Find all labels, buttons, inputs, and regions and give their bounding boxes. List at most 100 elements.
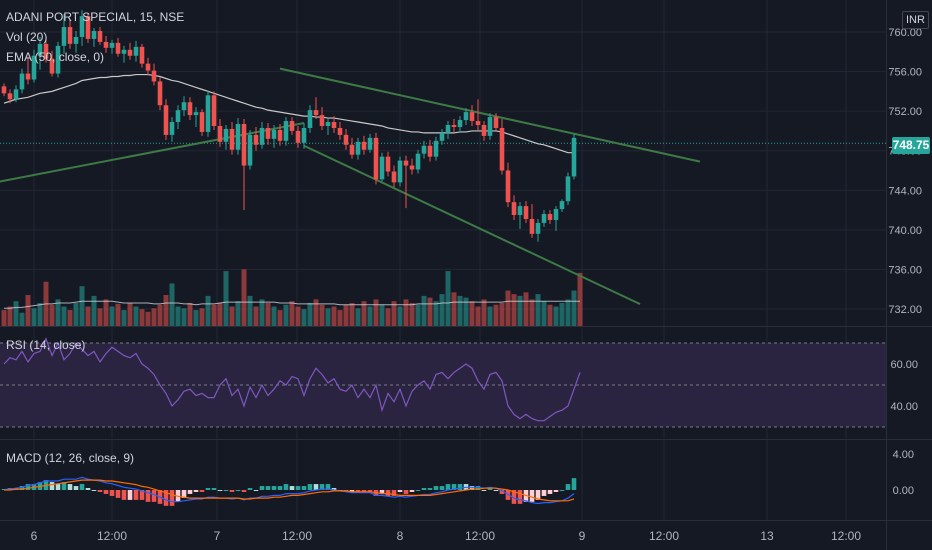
candle-body[interactable] bbox=[163, 105, 169, 135]
candle-body[interactable] bbox=[115, 42, 121, 54]
candle-body[interactable] bbox=[151, 70, 157, 82]
volume-bar[interactable] bbox=[163, 295, 169, 326]
candle-body[interactable] bbox=[535, 222, 541, 234]
candle-body[interactable] bbox=[445, 124, 451, 133]
volume-bar[interactable] bbox=[1, 310, 7, 326]
candle-body[interactable] bbox=[499, 127, 505, 171]
volume-bar[interactable] bbox=[337, 310, 343, 326]
candle-body[interactable] bbox=[283, 121, 289, 141]
volume-bar[interactable] bbox=[463, 297, 469, 326]
candle-body[interactable] bbox=[1, 86, 7, 94]
candle-body[interactable] bbox=[253, 134, 259, 145]
volume-bar[interactable] bbox=[577, 272, 583, 326]
volume-bar[interactable] bbox=[211, 304, 217, 326]
volume-bar[interactable] bbox=[37, 302, 43, 326]
volume-bar[interactable] bbox=[499, 302, 505, 326]
candle-body[interactable] bbox=[295, 130, 301, 143]
candle-body[interactable] bbox=[175, 110, 181, 123]
candle-body[interactable] bbox=[475, 121, 481, 125]
candle-body[interactable] bbox=[367, 137, 373, 150]
volume-bar[interactable] bbox=[385, 308, 391, 326]
candle-body[interactable] bbox=[55, 45, 61, 74]
volume-bar[interactable] bbox=[55, 299, 61, 326]
candle-body[interactable] bbox=[49, 58, 55, 74]
candle-body[interactable] bbox=[571, 137, 577, 177]
candle-body[interactable] bbox=[31, 55, 37, 80]
candle-body[interactable] bbox=[127, 49, 133, 56]
candle-body[interactable] bbox=[25, 73, 31, 80]
candle-body[interactable] bbox=[145, 63, 151, 71]
candle-body[interactable] bbox=[529, 218, 535, 234]
candle-body[interactable] bbox=[235, 124, 241, 150]
volume-bar[interactable] bbox=[229, 306, 235, 326]
candle-body[interactable] bbox=[439, 132, 445, 141]
volume-bar[interactable] bbox=[403, 299, 409, 326]
candle-body[interactable] bbox=[289, 121, 295, 131]
volume-bar[interactable] bbox=[259, 299, 265, 326]
candle-body[interactable] bbox=[379, 156, 385, 180]
volume-bar[interactable] bbox=[421, 295, 427, 326]
candle-body[interactable] bbox=[511, 202, 517, 216]
symbol-legend[interactable]: ADANI PORT SPECIAL, 15, NSE bbox=[6, 10, 185, 24]
candle-body[interactable] bbox=[259, 127, 265, 145]
volume-bar[interactable] bbox=[331, 306, 337, 326]
candle-body[interactable] bbox=[325, 122, 331, 126]
candle-body[interactable] bbox=[133, 46, 139, 56]
candle-body[interactable] bbox=[505, 170, 511, 203]
volume-bar[interactable] bbox=[367, 306, 373, 326]
candle-body[interactable] bbox=[523, 206, 529, 219]
volume-bar[interactable] bbox=[397, 306, 403, 326]
candle-body[interactable] bbox=[181, 102, 187, 111]
volume-bar[interactable] bbox=[49, 304, 55, 326]
candle-body[interactable] bbox=[79, 16, 85, 37]
volume-bar[interactable] bbox=[571, 290, 577, 326]
candle-body[interactable] bbox=[223, 128, 229, 142]
candle-body[interactable] bbox=[211, 95, 217, 126]
volume-bar[interactable] bbox=[31, 308, 37, 326]
candle-body[interactable] bbox=[241, 124, 247, 166]
volume-bar[interactable] bbox=[223, 271, 229, 326]
candle-body[interactable] bbox=[85, 16, 91, 39]
volume-bar[interactable] bbox=[487, 306, 493, 326]
ema-legend[interactable]: EMA (50, close, 0) bbox=[6, 50, 105, 64]
volume-bar[interactable] bbox=[175, 306, 181, 326]
volume-bar[interactable] bbox=[391, 301, 397, 326]
volume-bar[interactable] bbox=[241, 269, 247, 326]
candle-body[interactable] bbox=[517, 206, 523, 216]
volume-bar[interactable] bbox=[361, 301, 367, 326]
volume-bar[interactable] bbox=[565, 299, 571, 326]
candle-body[interactable] bbox=[481, 124, 487, 136]
volume-bar[interactable] bbox=[61, 306, 67, 326]
volume-bar[interactable] bbox=[235, 301, 241, 326]
volume-bar[interactable] bbox=[283, 304, 289, 326]
candle-body[interactable] bbox=[19, 73, 25, 90]
candle-body[interactable] bbox=[361, 141, 367, 150]
trendline[interactable] bbox=[0, 122, 305, 185]
volume-bar[interactable] bbox=[265, 302, 271, 326]
volume-bar[interactable] bbox=[553, 306, 559, 326]
volume-bar[interactable] bbox=[433, 301, 439, 326]
volume-bar[interactable] bbox=[91, 295, 97, 326]
candle-body[interactable] bbox=[193, 112, 199, 116]
candle-body[interactable] bbox=[421, 145, 427, 154]
volume-bar[interactable] bbox=[79, 286, 85, 326]
volume-legend[interactable]: Vol (20) bbox=[6, 30, 48, 44]
candle-body[interactable] bbox=[7, 93, 13, 100]
candle-body[interactable] bbox=[427, 145, 433, 157]
volume-bar[interactable] bbox=[295, 306, 301, 326]
volume-bar[interactable] bbox=[349, 302, 355, 326]
candle-body[interactable] bbox=[103, 41, 109, 48]
candle-body[interactable] bbox=[91, 31, 97, 39]
volume-bar[interactable] bbox=[409, 302, 415, 326]
volume-bar[interactable] bbox=[445, 271, 451, 326]
candle-body[interactable] bbox=[217, 125, 223, 142]
volume-bar[interactable] bbox=[415, 304, 421, 326]
candle-body[interactable] bbox=[271, 129, 277, 139]
volume-bar[interactable] bbox=[85, 306, 91, 326]
volume-bar[interactable] bbox=[13, 301, 19, 326]
volume-bar[interactable] bbox=[187, 302, 193, 326]
volume-bar[interactable] bbox=[25, 295, 31, 326]
volume-bar[interactable] bbox=[535, 294, 541, 326]
volume-bar[interactable] bbox=[97, 308, 103, 326]
volume-bar[interactable] bbox=[109, 306, 115, 326]
